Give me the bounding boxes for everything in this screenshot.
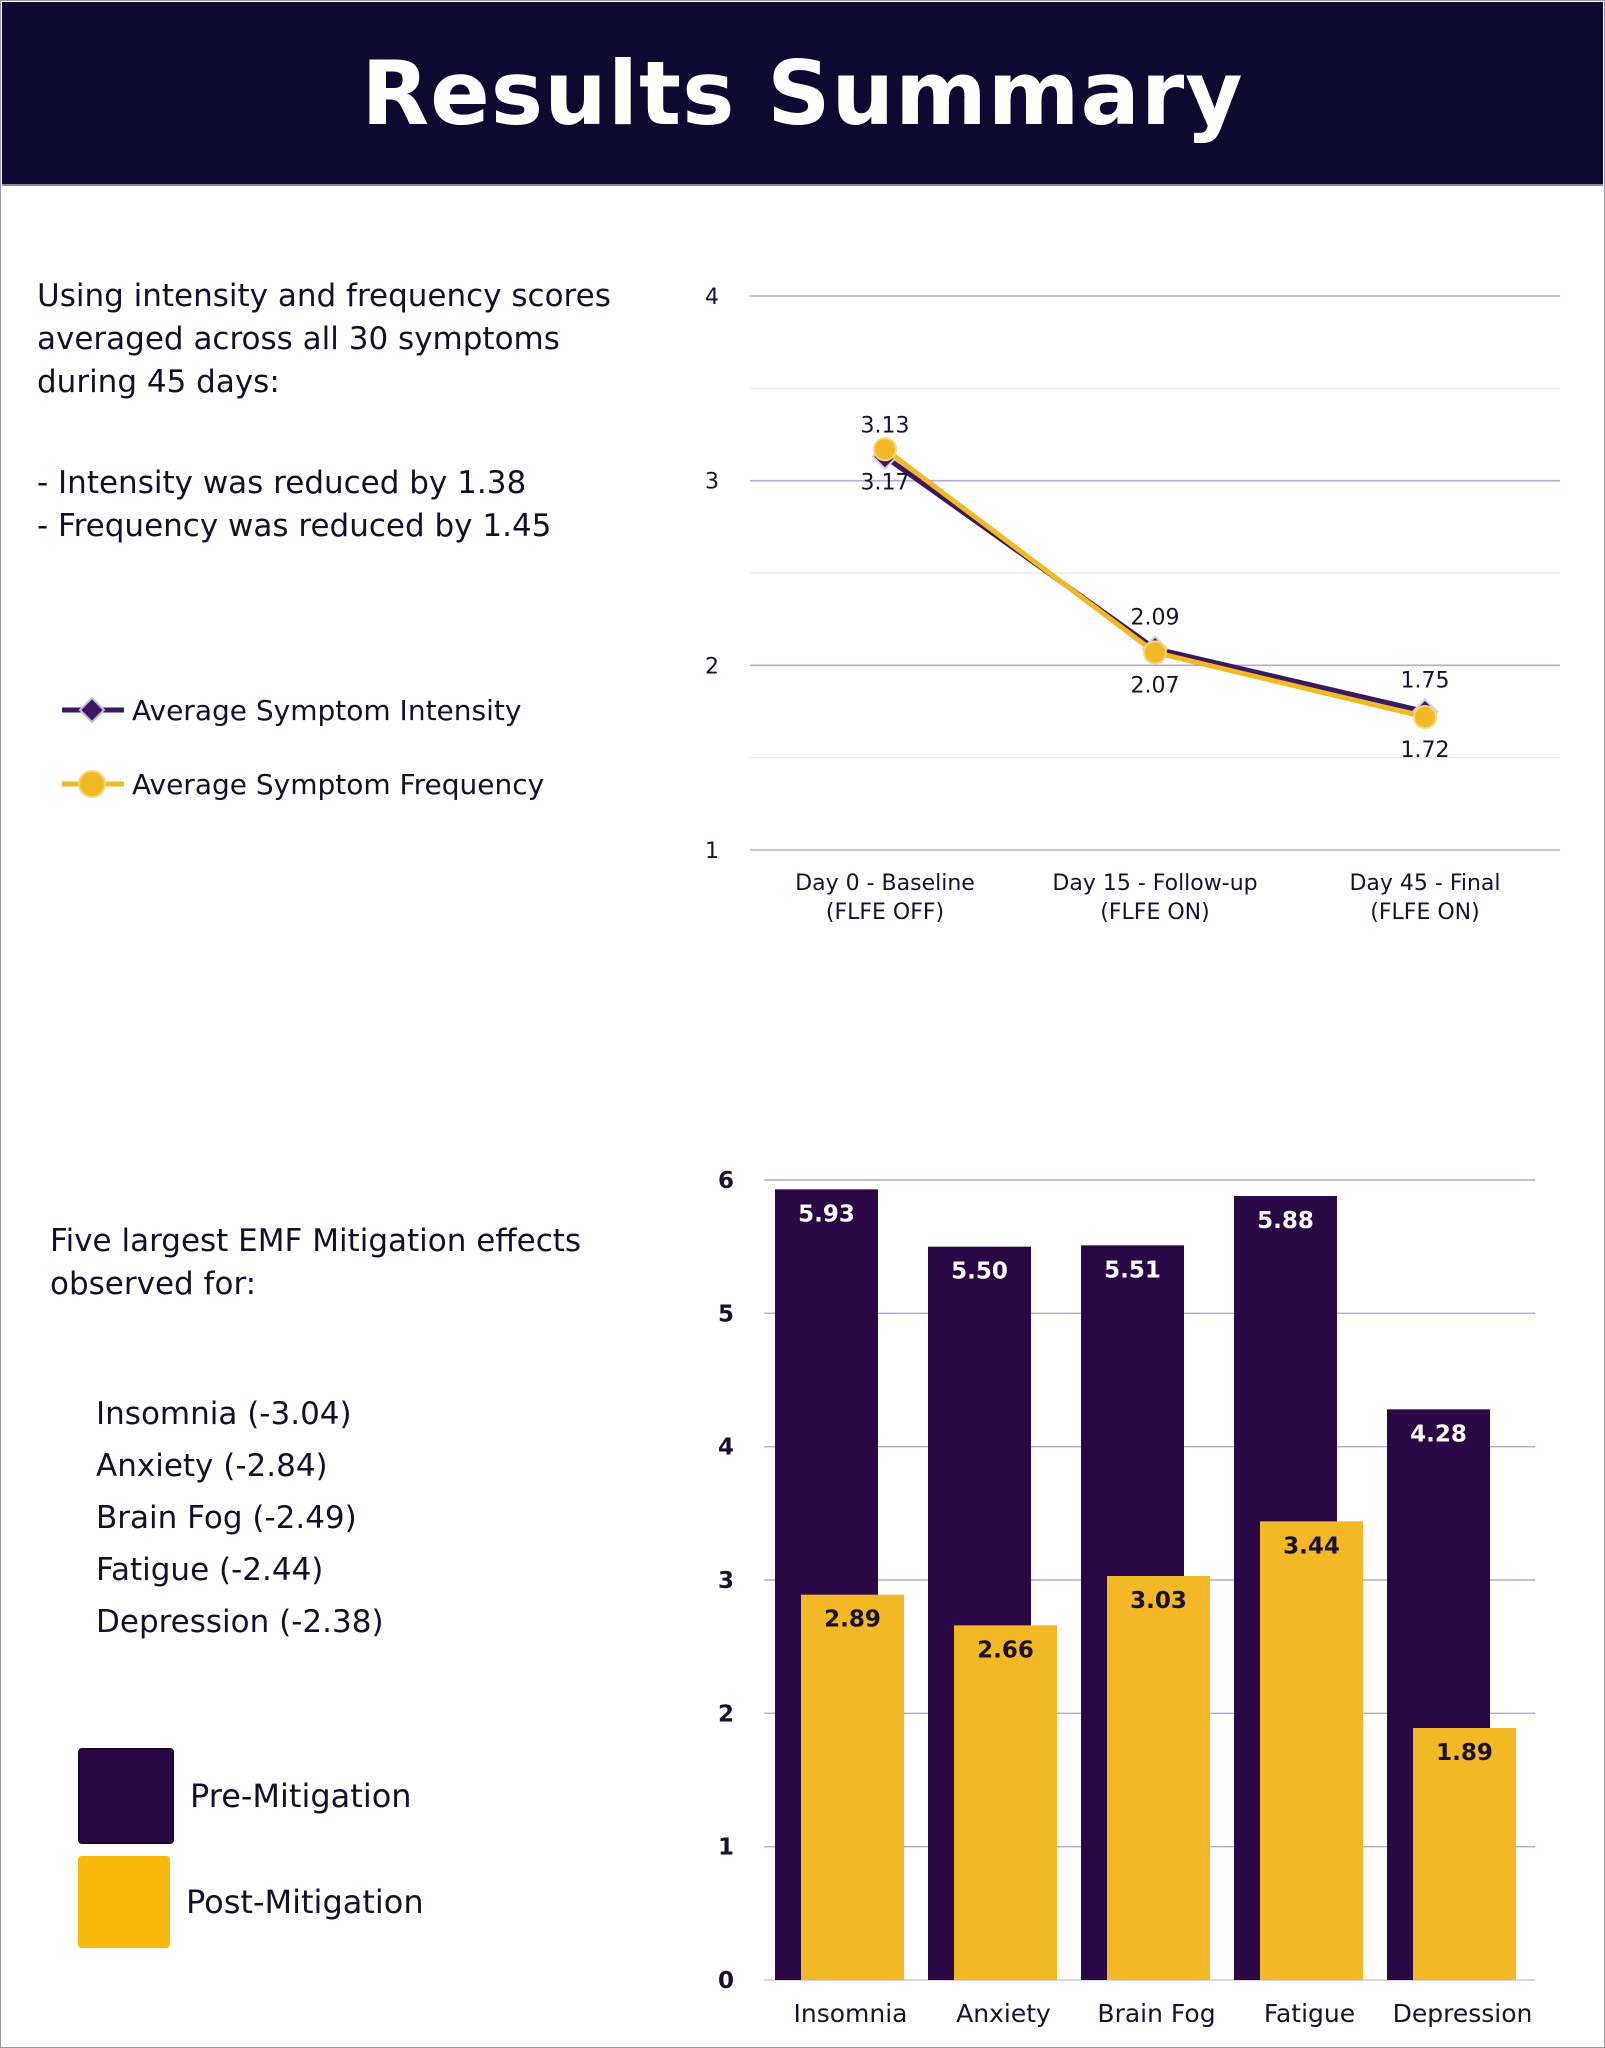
header-banner: Results Summary	[2, 2, 1603, 186]
intensity-reduction-bullet: - Intensity was reduced by 1.38	[37, 465, 527, 501]
post-mitigation-bar	[801, 1594, 904, 1980]
y-tick-label: 1	[718, 1835, 734, 1861]
legend-item-intensity: Average Symptom Intensity	[60, 690, 544, 730]
legend-label-intensity: Average Symptom Intensity	[132, 693, 522, 727]
legend-label-pre: Pre-Mitigation	[190, 1777, 412, 1815]
intensity-data-label: 2.09	[1131, 606, 1180, 631]
frequency-reduction-bullet: - Frequency was reduced by 1.45	[37, 508, 552, 544]
x-tick-label: Day 0 - Baseline	[795, 871, 975, 896]
x-category-label: Depression	[1393, 1999, 1533, 2028]
bar-chart: 0 1 2 3 4 5 6 5.93 2.89 Insomnia 5.50 2.66 Anxiety 5.…	[718, 1168, 1535, 2028]
intensity-data-label: 3.13	[861, 414, 910, 439]
page-title: Results Summary	[361, 41, 1244, 145]
frequency-data-label: 1.72	[1401, 738, 1450, 763]
effect-item: Anxiety (-2.84)	[96, 1448, 328, 1484]
legend-label-frequency: Average Symptom Frequency	[132, 767, 545, 801]
post-bar-label: 2.66	[977, 1637, 1034, 1663]
x-tick-label: (FLFE ON)	[1100, 900, 1209, 925]
bar-chart-legend: Pre-Mitigation Post-Mitigation	[78, 1748, 424, 1960]
x-category-label: Insomnia	[793, 1999, 907, 2028]
intensity-data-label: 1.75	[1401, 669, 1450, 694]
post-mitigation-bar	[1413, 1728, 1516, 1980]
x-tick-label: (FLFE OFF)	[826, 900, 944, 925]
post-bar-label: 2.89	[824, 1607, 881, 1633]
diamond-line-icon	[62, 696, 124, 724]
pre-bar-label: 5.93	[798, 1201, 855, 1227]
effect-item: Brain Fog (-2.49)	[96, 1500, 357, 1536]
legend-item-post: Post-Mitigation	[78, 1856, 424, 1948]
x-category-label: Brain Fog	[1097, 1999, 1215, 2028]
pre-mitigation-swatch	[78, 1748, 174, 1844]
y-tick-label: 4	[718, 1435, 734, 1461]
post-bar-label: 1.89	[1436, 1740, 1493, 1766]
effects-heading: Five largest EMF Mitigation effects obse…	[50, 1223, 582, 1302]
x-tick-label: Day 15 - Follow-up	[1052, 871, 1257, 896]
y-tick-label: 6	[718, 1168, 734, 1194]
x-tick-label: (FLFE ON)	[1370, 900, 1479, 925]
line-chart: 1 2 3 4 Day 0 - Baseline (FLFE OFF) Day 15 - F…	[705, 285, 1560, 925]
effects-heading-block: Five largest EMF Mitigation effects obse…	[50, 1220, 610, 1306]
legend-item-pre: Pre-Mitigation	[78, 1748, 424, 1844]
frequency-point	[873, 437, 897, 462]
pre-bar-label: 5.50	[951, 1259, 1008, 1285]
x-category-label: Fatigue	[1264, 1999, 1355, 2028]
effect-item: Insomnia (-3.04)	[96, 1396, 352, 1432]
post-bar-label: 3.03	[1130, 1588, 1187, 1614]
pre-bar-label: 5.51	[1104, 1257, 1161, 1283]
line-chart-legend: Average Symptom Intensity Average Sympto…	[60, 690, 544, 838]
post-bar-label: 3.44	[1283, 1533, 1340, 1559]
x-category-label: Anxiety	[956, 1999, 1051, 2028]
y-tick-label: 3	[705, 470, 719, 495]
intro-description: Using intensity and frequency scores ave…	[37, 278, 611, 400]
y-tick-label: 4	[705, 285, 719, 310]
intro-text-block: Using intensity and frequency scores ave…	[37, 275, 637, 548]
effect-item: Fatigue (-2.44)	[96, 1552, 324, 1588]
intro-bullets: - Intensity was reduced by 1.38 - Freque…	[37, 462, 637, 548]
pre-bar-label: 5.88	[1257, 1208, 1314, 1234]
post-mitigation-swatch	[78, 1856, 170, 1948]
y-tick-label: 5	[718, 1301, 734, 1327]
frequency-data-label: 3.17	[861, 470, 910, 495]
y-tick-label: 2	[718, 1701, 734, 1727]
circle-line-icon	[62, 770, 124, 798]
y-tick-label: 3	[718, 1568, 734, 1594]
effects-list: Insomnia (-3.04) Anxiety (-2.84) Brain F…	[96, 1388, 384, 1648]
legend-label-post: Post-Mitigation	[186, 1883, 424, 1921]
pre-bar-label: 4.28	[1410, 1421, 1467, 1447]
frequency-data-label: 2.07	[1131, 673, 1180, 698]
frequency-point	[1413, 705, 1437, 730]
legend-item-frequency: Average Symptom Frequency	[60, 764, 544, 804]
frequency-point	[1143, 640, 1167, 665]
x-tick-label: Day 45 - Final	[1349, 871, 1500, 896]
post-mitigation-bar	[954, 1625, 1057, 1980]
y-tick-label: 2	[705, 654, 719, 679]
y-tick-label: 1	[705, 839, 719, 864]
post-mitigation-bar	[1260, 1521, 1363, 1980]
y-tick-label: 0	[718, 1968, 734, 1994]
post-mitigation-bar	[1107, 1576, 1210, 1980]
effect-item: Depression (-2.38)	[96, 1604, 384, 1640]
